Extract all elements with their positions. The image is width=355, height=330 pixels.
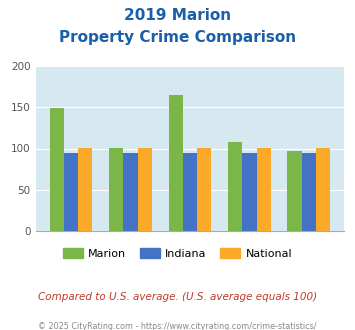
Text: Compared to U.S. average. (U.S. average equals 100): Compared to U.S. average. (U.S. average … bbox=[38, 292, 317, 302]
Bar bbox=[169, 95, 183, 231]
Bar bbox=[316, 148, 330, 231]
Bar bbox=[242, 152, 257, 231]
Bar bbox=[64, 153, 78, 231]
Text: 2019 Marion: 2019 Marion bbox=[124, 8, 231, 23]
Text: © 2025 CityRating.com - https://www.cityrating.com/crime-statistics/: © 2025 CityRating.com - https://www.city… bbox=[38, 322, 317, 330]
Bar bbox=[123, 153, 138, 231]
Bar bbox=[50, 108, 64, 231]
Bar bbox=[78, 148, 92, 231]
Bar bbox=[197, 148, 211, 231]
Legend: Marion, Indiana, National: Marion, Indiana, National bbox=[58, 244, 297, 263]
Bar bbox=[138, 148, 152, 231]
Bar bbox=[288, 151, 302, 231]
Bar bbox=[257, 148, 271, 231]
Bar bbox=[302, 153, 316, 231]
Bar bbox=[109, 148, 123, 231]
Bar bbox=[183, 153, 197, 231]
Bar bbox=[228, 142, 242, 231]
Text: Property Crime Comparison: Property Crime Comparison bbox=[59, 30, 296, 45]
